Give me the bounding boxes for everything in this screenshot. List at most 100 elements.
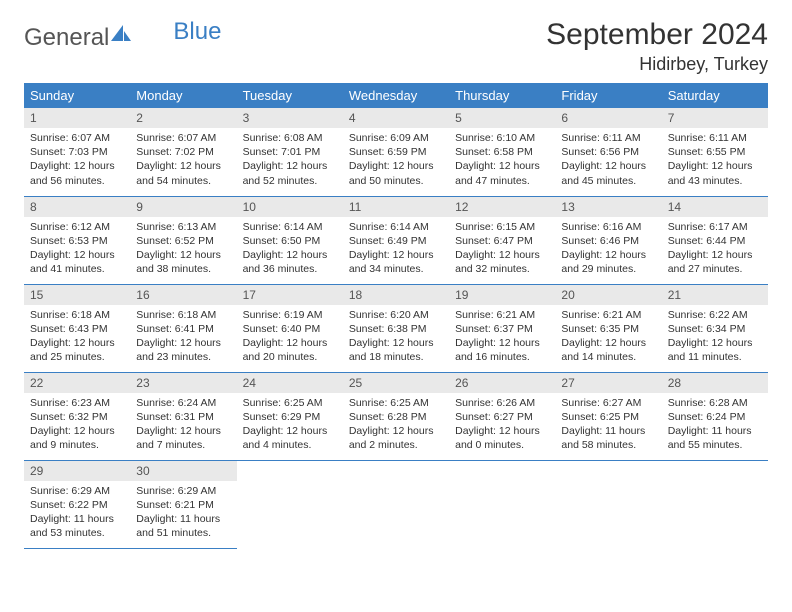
month-title: September 2024 [546,18,768,52]
calendar-cell: 16Sunrise: 6:18 AMSunset: 6:41 PMDayligh… [130,284,236,372]
calendar-cell [449,460,555,548]
day-number: 15 [24,285,130,305]
calendar-cell: 5Sunrise: 6:10 AMSunset: 6:58 PMDaylight… [449,108,555,196]
title-block: September 2024 Hidirbey, Turkey [546,18,768,75]
calendar-cell: 24Sunrise: 6:25 AMSunset: 6:29 PMDayligh… [237,372,343,460]
calendar-cell [237,460,343,548]
day-details: Sunrise: 6:21 AMSunset: 6:37 PMDaylight:… [449,305,555,371]
day-details: Sunrise: 6:15 AMSunset: 6:47 PMDaylight:… [449,217,555,283]
calendar-cell: 1Sunrise: 6:07 AMSunset: 7:03 PMDaylight… [24,108,130,196]
day-number: 19 [449,285,555,305]
calendar-cell: 23Sunrise: 6:24 AMSunset: 6:31 PMDayligh… [130,372,236,460]
day-details: Sunrise: 6:29 AMSunset: 6:21 PMDaylight:… [130,481,236,547]
day-number: 4 [343,108,449,128]
day-details: Sunrise: 6:25 AMSunset: 6:28 PMDaylight:… [343,393,449,459]
day-number: 23 [130,373,236,393]
calendar-cell: 12Sunrise: 6:15 AMSunset: 6:47 PMDayligh… [449,196,555,284]
day-details: Sunrise: 6:18 AMSunset: 6:41 PMDaylight:… [130,305,236,371]
calendar-cell: 7Sunrise: 6:11 AMSunset: 6:55 PMDaylight… [662,108,768,196]
calendar-cell: 3Sunrise: 6:08 AMSunset: 7:01 PMDaylight… [237,108,343,196]
day-details: Sunrise: 6:20 AMSunset: 6:38 PMDaylight:… [343,305,449,371]
calendar-cell: 21Sunrise: 6:22 AMSunset: 6:34 PMDayligh… [662,284,768,372]
day-number: 14 [662,197,768,217]
day-details: Sunrise: 6:22 AMSunset: 6:34 PMDaylight:… [662,305,768,371]
calendar-cell: 26Sunrise: 6:26 AMSunset: 6:27 PMDayligh… [449,372,555,460]
day-details: Sunrise: 6:26 AMSunset: 6:27 PMDaylight:… [449,393,555,459]
day-number: 6 [555,108,661,128]
location-label: Hidirbey, Turkey [546,54,768,75]
day-number: 12 [449,197,555,217]
calendar-cell: 8Sunrise: 6:12 AMSunset: 6:53 PMDaylight… [24,196,130,284]
day-details: Sunrise: 6:18 AMSunset: 6:43 PMDaylight:… [24,305,130,371]
calendar-cell: 10Sunrise: 6:14 AMSunset: 6:50 PMDayligh… [237,196,343,284]
calendar-row: 1Sunrise: 6:07 AMSunset: 7:03 PMDaylight… [24,108,768,196]
day-number: 11 [343,197,449,217]
calendar-cell: 22Sunrise: 6:23 AMSunset: 6:32 PMDayligh… [24,372,130,460]
calendar-row: 22Sunrise: 6:23 AMSunset: 6:32 PMDayligh… [24,372,768,460]
day-details: Sunrise: 6:11 AMSunset: 6:56 PMDaylight:… [555,128,661,194]
calendar-cell: 14Sunrise: 6:17 AMSunset: 6:44 PMDayligh… [662,196,768,284]
calendar-cell: 18Sunrise: 6:20 AMSunset: 6:38 PMDayligh… [343,284,449,372]
day-number: 2 [130,108,236,128]
day-details: Sunrise: 6:12 AMSunset: 6:53 PMDaylight:… [24,217,130,283]
day-details: Sunrise: 6:07 AMSunset: 7:02 PMDaylight:… [130,128,236,194]
day-number: 21 [662,285,768,305]
day-details: Sunrise: 6:27 AMSunset: 6:25 PMDaylight:… [555,393,661,459]
day-details: Sunrise: 6:28 AMSunset: 6:24 PMDaylight:… [662,393,768,459]
calendar-cell: 19Sunrise: 6:21 AMSunset: 6:37 PMDayligh… [449,284,555,372]
day-number: 26 [449,373,555,393]
day-number: 24 [237,373,343,393]
dow-wednesday: Wednesday [343,83,449,108]
calendar-cell: 30Sunrise: 6:29 AMSunset: 6:21 PMDayligh… [130,460,236,548]
day-number: 3 [237,108,343,128]
day-number: 8 [24,197,130,217]
day-details: Sunrise: 6:11 AMSunset: 6:55 PMDaylight:… [662,128,768,194]
day-details: Sunrise: 6:29 AMSunset: 6:22 PMDaylight:… [24,481,130,547]
sail-icon [111,20,131,48]
dow-saturday: Saturday [662,83,768,108]
day-number: 17 [237,285,343,305]
calendar-cell: 29Sunrise: 6:29 AMSunset: 6:22 PMDayligh… [24,460,130,548]
calendar-cell [662,460,768,548]
calendar-cell: 27Sunrise: 6:27 AMSunset: 6:25 PMDayligh… [555,372,661,460]
day-details: Sunrise: 6:08 AMSunset: 7:01 PMDaylight:… [237,128,343,194]
day-number: 20 [555,285,661,305]
calendar-row: 15Sunrise: 6:18 AMSunset: 6:43 PMDayligh… [24,284,768,372]
header-row: General Blue September 2024 Hidirbey, Tu… [24,18,768,75]
calendar-cell: 9Sunrise: 6:13 AMSunset: 6:52 PMDaylight… [130,196,236,284]
calendar-cell: 17Sunrise: 6:19 AMSunset: 6:40 PMDayligh… [237,284,343,372]
day-number: 1 [24,108,130,128]
day-details: Sunrise: 6:13 AMSunset: 6:52 PMDaylight:… [130,217,236,283]
day-number: 16 [130,285,236,305]
calendar-cell: 15Sunrise: 6:18 AMSunset: 6:43 PMDayligh… [24,284,130,372]
days-of-week-row: Sunday Monday Tuesday Wednesday Thursday… [24,83,768,108]
day-number: 30 [130,461,236,481]
day-details: Sunrise: 6:09 AMSunset: 6:59 PMDaylight:… [343,128,449,194]
calendar-cell: 20Sunrise: 6:21 AMSunset: 6:35 PMDayligh… [555,284,661,372]
day-details: Sunrise: 6:23 AMSunset: 6:32 PMDaylight:… [24,393,130,459]
day-number: 18 [343,285,449,305]
brand-logo: General Blue [24,18,221,52]
day-details: Sunrise: 6:25 AMSunset: 6:29 PMDaylight:… [237,393,343,459]
brand-word-1: General [24,24,109,52]
day-number: 9 [130,197,236,217]
day-details: Sunrise: 6:14 AMSunset: 6:49 PMDaylight:… [343,217,449,283]
calendar-cell: 6Sunrise: 6:11 AMSunset: 6:56 PMDaylight… [555,108,661,196]
calendar-table: Sunday Monday Tuesday Wednesday Thursday… [24,83,768,549]
dow-sunday: Sunday [24,83,130,108]
calendar-cell: 28Sunrise: 6:28 AMSunset: 6:24 PMDayligh… [662,372,768,460]
calendar-cell: 4Sunrise: 6:09 AMSunset: 6:59 PMDaylight… [343,108,449,196]
day-details: Sunrise: 6:19 AMSunset: 6:40 PMDaylight:… [237,305,343,371]
day-number: 27 [555,373,661,393]
calendar-cell [555,460,661,548]
day-number: 5 [449,108,555,128]
day-details: Sunrise: 6:16 AMSunset: 6:46 PMDaylight:… [555,217,661,283]
day-number: 13 [555,197,661,217]
calendar-cell: 25Sunrise: 6:25 AMSunset: 6:28 PMDayligh… [343,372,449,460]
day-details: Sunrise: 6:17 AMSunset: 6:44 PMDaylight:… [662,217,768,283]
day-details: Sunrise: 6:10 AMSunset: 6:58 PMDaylight:… [449,128,555,194]
day-details: Sunrise: 6:14 AMSunset: 6:50 PMDaylight:… [237,217,343,283]
day-number: 29 [24,461,130,481]
dow-tuesday: Tuesday [237,83,343,108]
calendar-cell: 2Sunrise: 6:07 AMSunset: 7:02 PMDaylight… [130,108,236,196]
